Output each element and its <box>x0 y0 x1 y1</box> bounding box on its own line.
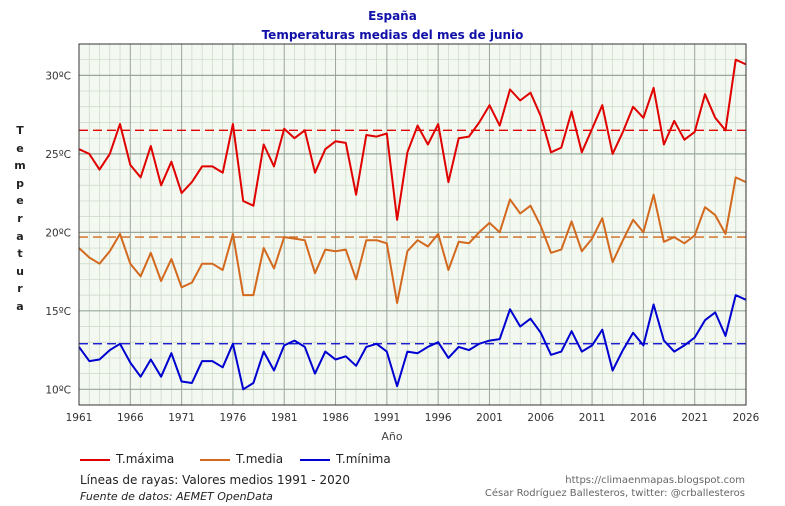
x-tick-label: 1996 <box>425 412 452 424</box>
y-tick-label: 20ºC <box>45 227 71 239</box>
x-tick-label: 1981 <box>271 412 298 424</box>
x-tick-label: 2001 <box>476 412 503 424</box>
y-axis-label-letter: e <box>16 194 24 208</box>
y-tick-label: 30ºC <box>45 70 71 82</box>
x-tick-label: 2026 <box>733 412 760 424</box>
series-line-tmedia <box>78 176 747 304</box>
y-axis-label-letter: p <box>16 176 24 190</box>
dashed-lines-note: Líneas de rayas: Valores medios 1991 - 2… <box>80 473 350 487</box>
plot-frame <box>78 43 747 406</box>
x-tick-label: 1976 <box>220 412 247 424</box>
x-axis-label: Año <box>381 430 402 443</box>
legend-swatch-tmin <box>300 458 330 461</box>
legend-item-tmin: T.mínima <box>300 452 391 466</box>
y-tick-label: 15ºC <box>45 306 71 318</box>
series-line-tmin <box>78 294 747 391</box>
x-tick-label: 1971 <box>168 412 195 424</box>
series-lines <box>78 58 747 391</box>
blog-link[interactable]: https://climaenmapas.blogspot.com <box>565 475 745 486</box>
series-line-tmax <box>78 58 747 221</box>
y-axis-label-letter: r <box>17 282 23 296</box>
y-tick-label: 25ºC <box>45 149 71 161</box>
legend-swatch-tmax <box>80 458 110 461</box>
author-credit: César Rodríguez Ballesteros, twitter: @c… <box>484 488 745 499</box>
legend-label-tmedia: T.media <box>236 452 284 466</box>
plot-background <box>79 44 746 405</box>
y-axis-label-letter: m <box>14 159 26 173</box>
minor-grid <box>79 43 746 406</box>
x-tick-label: 2016 <box>630 412 657 424</box>
legend-label-tmin: T.mínima <box>336 452 391 466</box>
x-tick-label: 2006 <box>527 412 554 424</box>
y-axis-label-letter: T <box>16 124 24 137</box>
y-axis-label-letter: a <box>16 299 24 313</box>
y-axis-label-letter: r <box>17 211 23 225</box>
x-tick-labels: 1961 1966 1971 1976 1981 1986 1991 1996 2001 2006… <box>66 412 760 424</box>
chart-title: España <box>368 9 417 23</box>
y-axis-label-letter: t <box>17 247 23 261</box>
x-tick-label: 1986 <box>322 412 349 424</box>
y-axis-label-letter: u <box>16 264 24 278</box>
legend-item-tmax: T.máxima <box>80 452 174 466</box>
x-tick-label: 2011 <box>579 412 606 424</box>
legend-swatch-tmedia <box>200 458 230 461</box>
x-tick-label: 1961 <box>66 412 93 424</box>
legend-label-tmax: T.máxima <box>116 452 175 466</box>
chart-subtitle: Temperaturas medias del mes de junio <box>261 28 524 42</box>
x-tick-label: 2021 <box>681 412 708 424</box>
x-tick-label: 1991 <box>373 412 400 424</box>
y-tick-labels: 10ºC 15ºC 20ºC 25ºC 30ºC <box>45 70 71 396</box>
y-tick-label: 10ºC <box>45 384 71 396</box>
y-axis-label-letter: a <box>16 229 24 243</box>
x-tick-label: 1966 <box>117 412 144 424</box>
data-source: Fuente de datos: AEMET OpenData <box>80 490 273 503</box>
y-axis-label-letter: e <box>16 141 24 155</box>
legend-item-tmedia: T.media <box>200 452 283 466</box>
